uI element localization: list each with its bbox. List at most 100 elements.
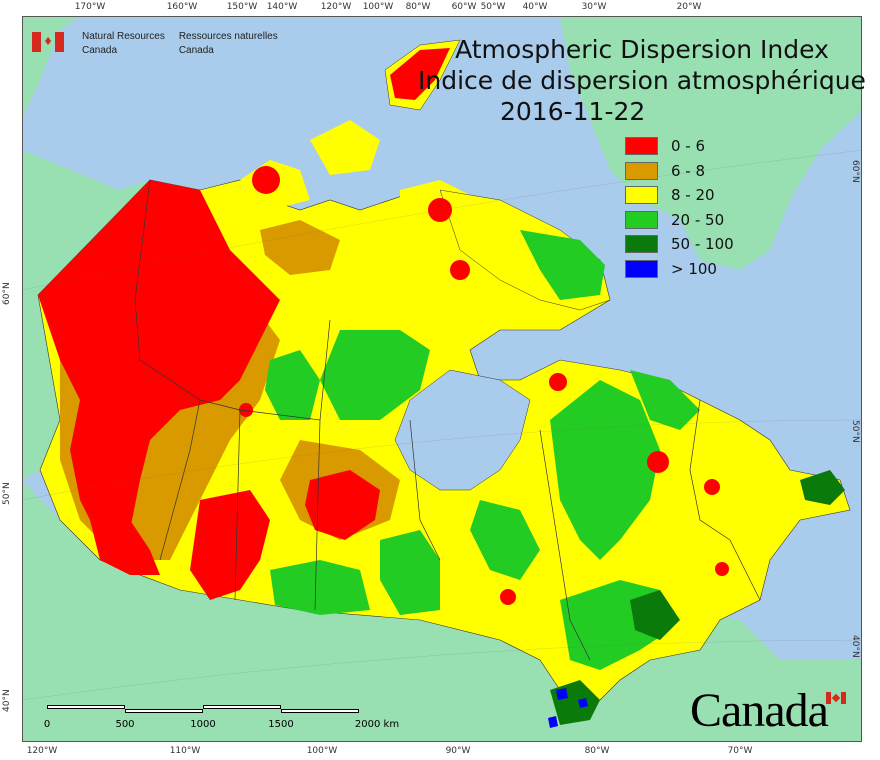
- red-zone-sask: [190, 490, 270, 600]
- alaska-landmass-lower: [22, 150, 150, 480]
- tick-right-2: 50°N: [850, 420, 860, 443]
- green-zone-ontario-west: [270, 560, 370, 615]
- scale-label: 0: [43, 719, 51, 730]
- green-zone-quebec: [550, 380, 660, 560]
- tick-left-3: 40°N: [2, 689, 12, 712]
- agency-en-line2: Canada: [82, 45, 118, 56]
- canada-flag-icon: ♦: [32, 32, 64, 52]
- legend-item: 8 - 20: [625, 183, 734, 208]
- title-english: Atmospheric Dispersion Index: [455, 35, 829, 64]
- tick-top-4: 140°W: [266, 2, 298, 12]
- hotspot-9: [450, 260, 470, 280]
- green-zone-hudson-west: [265, 350, 320, 420]
- scale-label: 1500: [268, 719, 294, 730]
- legend-swatch: [625, 161, 658, 180]
- hotspot-3: [704, 479, 720, 495]
- canada-wordmark: Canada: [690, 684, 829, 737]
- tick-top-5: 120°W: [320, 2, 352, 12]
- scale-bar: 0 500 1000 1500 2000 km: [44, 705, 399, 730]
- tick-top-3: 150°W: [226, 2, 258, 12]
- hudson-bay: [394, 369, 531, 491]
- legend-item: 50 - 100: [625, 232, 734, 257]
- hotspot-7: [252, 166, 280, 194]
- tick-bottom-2: 110°W: [169, 746, 201, 756]
- legend-swatch: [625, 210, 658, 229]
- legend-label: 50 - 100: [671, 235, 734, 254]
- graticule: [21, 149, 863, 701]
- map-title: Atmospheric Dispersion Index Indice de d…: [418, 34, 866, 127]
- legend-swatch: [625, 137, 658, 156]
- tick-top-8: 60°W: [451, 2, 477, 12]
- hotspot-1: [549, 373, 567, 391]
- tick-top-1: 170°W: [74, 2, 106, 12]
- darkgreen-zone-quebec: [630, 590, 680, 640]
- legend-item: > 100: [625, 257, 734, 282]
- tick-bottom-1: 120°W: [26, 746, 58, 756]
- provincial-boundaries: [134, 179, 761, 661]
- legend-swatch: [625, 186, 658, 205]
- agency-en-line1: Natural Resources: [82, 31, 165, 42]
- tick-bottom-3: 100°W: [306, 746, 338, 756]
- scale-seg: [281, 709, 359, 713]
- legend-swatch: [625, 259, 658, 278]
- tick-bottom-5: 80°W: [584, 746, 610, 756]
- tick-top-6: 100°W: [362, 2, 394, 12]
- legend-label: > 100: [671, 259, 717, 278]
- legend: 0 - 6 6 - 8 8 - 20 20 - 50 50 - 100 > 10…: [625, 134, 734, 281]
- legend-label: 6 - 8: [671, 161, 706, 180]
- tick-top-7: 80°W: [405, 2, 431, 12]
- scale-seg: [47, 705, 125, 709]
- tick-right-1: 60°N: [850, 160, 860, 183]
- tick-left-1: 60°N: [2, 282, 12, 305]
- tick-top-2: 160°W: [166, 2, 198, 12]
- scale-label: 2000 km: [354, 719, 400, 730]
- legend-item: 6 - 8: [625, 159, 734, 184]
- darkgreen-zone-nfld: [800, 470, 845, 505]
- agency-signature: ♦ Natural Resources Canada Ressources na…: [32, 30, 292, 58]
- agency-name-fr: Ressources naturelles Canada: [179, 30, 278, 58]
- tick-top-9: 50°W: [480, 2, 506, 12]
- hotspot-8: [428, 198, 452, 222]
- blue-zone-3: [578, 698, 588, 708]
- tick-bottom-6: 70°W: [727, 746, 753, 756]
- green-zone-nunavut: [320, 330, 430, 420]
- title-french: Indice de dispersion atmosphérique: [418, 66, 866, 95]
- title-date: 2016-11-22: [500, 97, 646, 126]
- hotspot-5: [715, 562, 729, 576]
- scale-seg: [203, 705, 281, 709]
- tick-left-2: 50°N: [2, 482, 12, 505]
- green-zone-ontario-north: [380, 530, 440, 615]
- scale-label: 500: [115, 719, 135, 730]
- legend-item: 20 - 50: [625, 208, 734, 233]
- usa-landmass: [22, 480, 862, 742]
- green-zone-labrador: [630, 370, 700, 430]
- tick-top-10: 40°W: [522, 2, 548, 12]
- baffin-green: [520, 230, 605, 300]
- blue-zone-1: [556, 688, 568, 700]
- legend-item: 0 - 6: [625, 134, 734, 159]
- red-zone-sw: [90, 520, 160, 575]
- hotspot-2: [647, 451, 669, 473]
- legend-swatch: [625, 235, 658, 254]
- arctic-island-2: [310, 120, 380, 175]
- blue-zone-2: [548, 716, 558, 728]
- agency-name-en: Natural Resources Canada: [82, 30, 165, 58]
- tick-top-12: 20°W: [676, 2, 702, 12]
- tick-top-11: 30°W: [581, 2, 607, 12]
- agency-fr-line1: Ressources naturelles: [178, 31, 278, 42]
- tick-right-3: 40°N: [850, 635, 860, 658]
- greenland-landmass: [560, 16, 862, 270]
- hotspot-6: [239, 403, 253, 417]
- agency-fr-line2: Canada: [178, 45, 214, 56]
- ellesmere-red: [390, 48, 450, 100]
- red-zone-west: [38, 180, 280, 540]
- legend-label: 8 - 20: [671, 186, 715, 205]
- orange-zone-arctic: [260, 220, 340, 275]
- scale-label: 1000: [190, 719, 216, 730]
- legend-label: 20 - 50: [671, 210, 725, 229]
- red-zone-manitoba: [305, 470, 380, 540]
- scale-seg: [125, 709, 203, 713]
- tick-bottom-4: 90°W: [445, 746, 471, 756]
- legend-label: 0 - 6: [671, 137, 706, 156]
